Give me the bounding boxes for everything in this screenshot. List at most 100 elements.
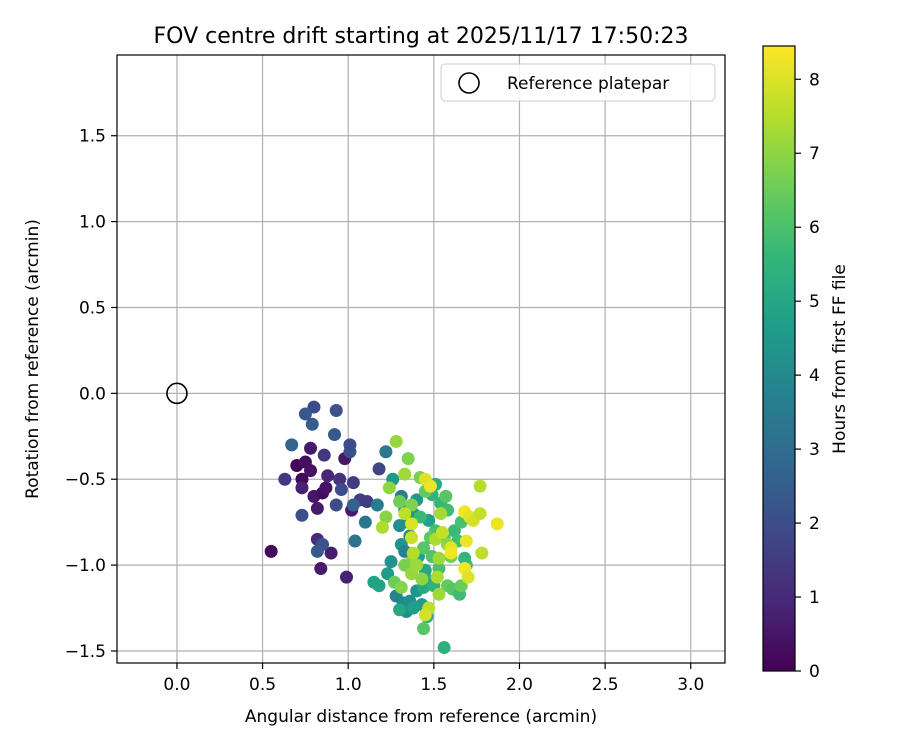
data-point bbox=[295, 481, 309, 495]
x-tick-label: 2.5 bbox=[592, 675, 619, 695]
data-point bbox=[417, 541, 431, 555]
data-point bbox=[393, 519, 407, 533]
data-point bbox=[435, 525, 449, 539]
legend-marker-icon bbox=[458, 72, 480, 94]
data-point bbox=[437, 641, 451, 655]
grid-lines bbox=[117, 55, 725, 663]
data-point bbox=[375, 520, 389, 534]
data-point bbox=[405, 517, 419, 531]
data-point bbox=[444, 546, 458, 560]
data-point bbox=[370, 498, 384, 512]
y-tick-label: 1.0 bbox=[79, 213, 106, 233]
data-point bbox=[389, 434, 403, 448]
colorbar-tick-label: 8 bbox=[809, 70, 820, 90]
data-point bbox=[382, 481, 396, 495]
colorbar-tick-label: 6 bbox=[809, 218, 820, 238]
y-tick-label: −0.5 bbox=[65, 470, 106, 490]
data-point bbox=[461, 570, 475, 584]
data-point bbox=[339, 570, 353, 584]
data-point bbox=[475, 546, 489, 560]
data-point bbox=[372, 462, 386, 476]
data-point bbox=[348, 534, 362, 548]
data-point bbox=[314, 562, 328, 576]
data-point bbox=[379, 445, 393, 459]
data-point bbox=[459, 534, 473, 548]
data-point bbox=[333, 472, 347, 486]
colorbar-gradient bbox=[762, 45, 796, 672]
data-point bbox=[372, 579, 386, 593]
data-point bbox=[346, 476, 360, 490]
data-point bbox=[360, 495, 374, 509]
data-point bbox=[384, 555, 398, 569]
colorbar-tick-label: 7 bbox=[809, 144, 820, 164]
data-point bbox=[473, 507, 487, 521]
data-point bbox=[398, 467, 412, 481]
y-tick-label: 1.5 bbox=[79, 127, 106, 147]
x-axis-label: Angular distance from reference (arcmin) bbox=[245, 707, 597, 727]
x-tick-label: 3.0 bbox=[677, 675, 704, 695]
data-point bbox=[264, 544, 278, 558]
data-point bbox=[278, 472, 292, 486]
data-point bbox=[321, 469, 335, 483]
x-tick-label: 0.0 bbox=[163, 675, 190, 695]
data-point bbox=[394, 580, 408, 594]
legend-label: Reference platepar bbox=[507, 74, 669, 94]
y-tick-label: 0.0 bbox=[79, 384, 106, 404]
data-point bbox=[304, 464, 318, 478]
data-point bbox=[393, 603, 407, 617]
colorbar-label: Hours from first FF file bbox=[830, 264, 850, 454]
data-point bbox=[285, 438, 299, 452]
data-point bbox=[458, 551, 472, 565]
data-point bbox=[439, 489, 453, 503]
chart-title: FOV centre drift starting at 2025/11/17 … bbox=[154, 24, 689, 49]
data-point bbox=[410, 558, 424, 572]
data-point bbox=[418, 608, 432, 622]
data-point bbox=[358, 515, 372, 529]
x-tick-label: 1.5 bbox=[420, 675, 447, 695]
colorbar-tick-label: 1 bbox=[809, 588, 820, 608]
data-point bbox=[434, 507, 448, 521]
data-point bbox=[398, 507, 412, 521]
data-point bbox=[329, 498, 343, 512]
data-point bbox=[346, 498, 360, 512]
y-axis-ticks: −1.5 −1.0 −0.5 0.0 0.5 1.0 1.5 bbox=[65, 127, 117, 662]
data-point bbox=[310, 501, 324, 515]
plot-frame bbox=[116, 54, 726, 664]
data-point bbox=[328, 428, 342, 442]
data-points bbox=[264, 400, 504, 655]
data-point bbox=[432, 551, 446, 565]
data-point bbox=[406, 546, 420, 560]
colorbar-tick-label: 3 bbox=[809, 440, 820, 460]
data-point bbox=[432, 587, 446, 601]
y-tick-label: −1.0 bbox=[65, 556, 106, 576]
x-tick-label: 0.5 bbox=[249, 675, 276, 695]
data-point bbox=[393, 495, 407, 509]
legend-box bbox=[440, 63, 716, 102]
data-point bbox=[317, 448, 331, 462]
data-point bbox=[298, 407, 312, 421]
data-point bbox=[295, 508, 309, 522]
data-point bbox=[401, 452, 415, 466]
data-point bbox=[423, 479, 437, 493]
x-axis-ticks: 0.0 0.5 1.0 1.5 2.0 2.5 3.0 bbox=[163, 663, 704, 695]
x-tick-label: 1.0 bbox=[335, 675, 362, 695]
data-point bbox=[490, 517, 504, 531]
data-point bbox=[304, 441, 318, 455]
y-axis-label: Rotation from reference (arcmin) bbox=[23, 219, 43, 499]
colorbar-tick-label: 5 bbox=[809, 292, 820, 312]
data-point bbox=[305, 417, 319, 431]
data-point bbox=[415, 572, 429, 586]
data-point bbox=[406, 601, 420, 615]
x-tick-label: 2.0 bbox=[506, 675, 533, 695]
colorbar-ticks: 0 1 2 3 4 5 6 7 8 bbox=[795, 70, 820, 682]
colorbar-tick-label: 0 bbox=[809, 662, 820, 682]
data-point bbox=[379, 510, 393, 524]
colorbar-tick-label: 2 bbox=[809, 514, 820, 534]
data-point bbox=[343, 445, 357, 459]
y-tick-label: 0.5 bbox=[79, 298, 106, 318]
data-point bbox=[319, 481, 333, 495]
data-point bbox=[334, 483, 348, 497]
legend: Reference platepar bbox=[440, 63, 716, 102]
data-point bbox=[310, 544, 324, 558]
